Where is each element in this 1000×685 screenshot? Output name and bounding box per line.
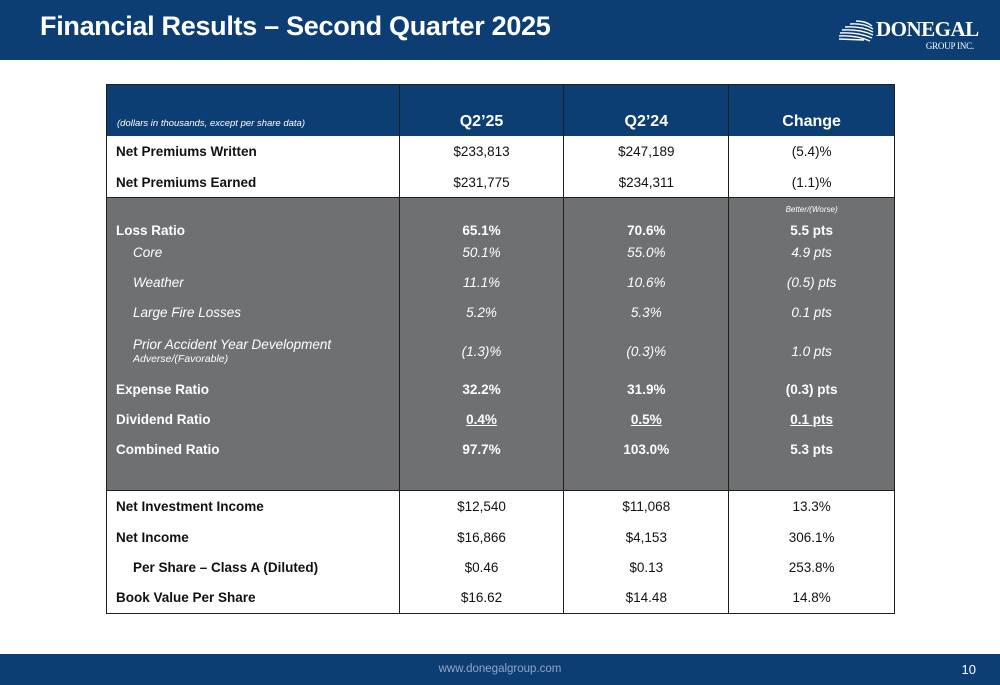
row-label: Net Premiums Earned	[106, 167, 400, 198]
table-row: Net Investment Income $12,540 $11,068 13…	[106, 490, 895, 523]
units-note: (dollars in thousands, except per share …	[106, 84, 400, 136]
cell-q225: $16,866	[398, 522, 564, 553]
change-subhead: Better/(Worse)	[728, 197, 895, 214]
ratio-subhead-row: Better/(Worse)	[106, 197, 895, 214]
cell-q225: $0.46	[398, 552, 564, 583]
cell-q224: (0.3)%	[563, 327, 729, 375]
table-row: Combined Ratio 97.7% 103.0% 5.3 pts	[106, 434, 895, 465]
cell-q225: (1.3)%	[398, 327, 564, 375]
row-label: Prior Accident Year Development Adverse/…	[106, 327, 400, 375]
column-header-q224: Q2’24	[563, 84, 729, 136]
cell-q224: 55.0%	[563, 237, 729, 268]
cell-change: 253.8%	[728, 552, 895, 583]
cell-q224: 10.6%	[563, 267, 729, 298]
table-row: Weather 11.1% 10.6% (0.5) pts	[106, 267, 895, 298]
cell-change: (0.3) pts	[728, 374, 895, 405]
table-row: Per Share – Class A (Diluted) $0.46 $0.1…	[106, 552, 895, 583]
logo-subtitle: GROUP INC.	[925, 41, 974, 51]
table-row: Dividend Ratio 0.4% 0.5% 0.1 pts	[106, 404, 895, 435]
cell-change: 0.1 pts	[728, 297, 895, 328]
cell-change: 14.8%	[728, 582, 895, 614]
footer-url-link[interactable]: www.donegalgroup.com	[438, 663, 562, 675]
row-label: Loss Ratio	[106, 213, 400, 238]
row-label: Weather	[106, 267, 400, 298]
cell-change: 5.3 pts	[728, 434, 895, 465]
cell-q224: $234,311	[563, 167, 729, 198]
footer-bar: www.donegalgroup.com 10	[0, 654, 1000, 685]
cell-q225: $12,540	[398, 490, 564, 523]
table-row: Loss Ratio 65.1% 70.6% 5.5 pts	[106, 213, 895, 238]
cell-q224: $0.13	[563, 552, 729, 583]
table-header-row: (dollars in thousands, except per share …	[106, 84, 895, 136]
logo-wordmark: DONEGAL	[876, 17, 979, 41]
cell-q225: 0.4%	[466, 412, 497, 427]
cell-change: 1.0 pts	[728, 327, 895, 375]
cell-q224: $14.48	[563, 582, 729, 614]
row-label: Large Fire Losses	[106, 297, 400, 328]
row-label: Book Value Per Share	[106, 582, 400, 614]
cell-q225: 5.2%	[398, 297, 564, 328]
cell-q225: 65.1%	[398, 213, 564, 238]
cell-q224: $247,189	[563, 135, 729, 168]
row-label: Combined Ratio	[106, 434, 400, 465]
cell-change: 0.1 pts	[790, 412, 833, 427]
cell-q224: 103.0%	[563, 434, 729, 465]
ratio-spacer-row	[106, 464, 895, 491]
cell-change: 13.3%	[728, 490, 895, 523]
financial-results-table: (dollars in thousands, except per share …	[106, 84, 895, 614]
row-label: Dividend Ratio	[106, 404, 400, 435]
cell-q225: $233,813	[398, 135, 564, 168]
cell-q225: $231,775	[398, 167, 564, 198]
page-number: 10	[961, 662, 976, 677]
table-row: Expense Ratio 32.2% 31.9% (0.3) pts	[106, 374, 895, 405]
column-header-q225: Q2’25	[398, 84, 564, 136]
cell-change: (0.5) pts	[728, 267, 895, 298]
table-row: Book Value Per Share $16.62 $14.48 14.8%	[106, 582, 895, 614]
cell-change: 5.5 pts	[728, 213, 895, 238]
row-label: Net Premiums Written	[106, 135, 400, 168]
cell-change: 306.1%	[728, 522, 895, 553]
row-label-subnote: Adverse/(Favorable)	[133, 353, 229, 365]
table-row: Core 50.1% 55.0% 4.9 pts	[106, 237, 895, 268]
cell-q224: 0.5%	[630, 412, 662, 427]
slide-title: Financial Results – Second Quarter 2025	[40, 11, 551, 41]
row-label-main: Prior Accident Year Development	[133, 337, 332, 352]
row-label: Per Share – Class A (Diluted)	[106, 552, 400, 583]
table-row: Net Premiums Earned $231,775 $234,311 (1…	[106, 167, 895, 198]
row-label: Expense Ratio	[106, 374, 400, 405]
cell-q225: 97.7%	[398, 434, 564, 465]
table-row: Net Income $16,866 $4,153 306.1%	[106, 522, 895, 553]
cell-q225: 11.1%	[398, 267, 564, 298]
table-row: Prior Accident Year Development Adverse/…	[106, 327, 895, 375]
row-label: Net Investment Income	[106, 490, 400, 523]
cell-change: 4.9 pts	[728, 237, 895, 268]
table-row: Net Premiums Written $233,813 $247,189 (…	[106, 135, 895, 168]
cell-q224: 5.3%	[563, 297, 729, 328]
cell-q225: 50.1%	[398, 237, 564, 268]
header-bar: Financial Results – Second Quarter 2025 …	[0, 0, 1000, 60]
cell-q224: 31.9%	[563, 374, 729, 405]
cell-q224: 70.6%	[563, 213, 729, 238]
cell-q224: $11,068	[563, 490, 729, 523]
cell-q224: $4,153	[563, 522, 729, 553]
column-header-change: Change	[728, 84, 895, 136]
donegal-logo: DONEGAL GROUP INC.	[838, 17, 979, 55]
cell-q225: $16.62	[398, 582, 564, 614]
table-row: Large Fire Losses 5.2% 5.3% 0.1 pts	[106, 297, 895, 328]
cell-q225: 32.2%	[398, 374, 564, 405]
cell-change: (5.4)%	[728, 135, 895, 168]
row-label: Net Income	[106, 522, 400, 553]
row-label: Core	[106, 237, 400, 268]
logo-mark-icon	[838, 20, 874, 42]
cell-change: (1.1)%	[728, 167, 895, 198]
